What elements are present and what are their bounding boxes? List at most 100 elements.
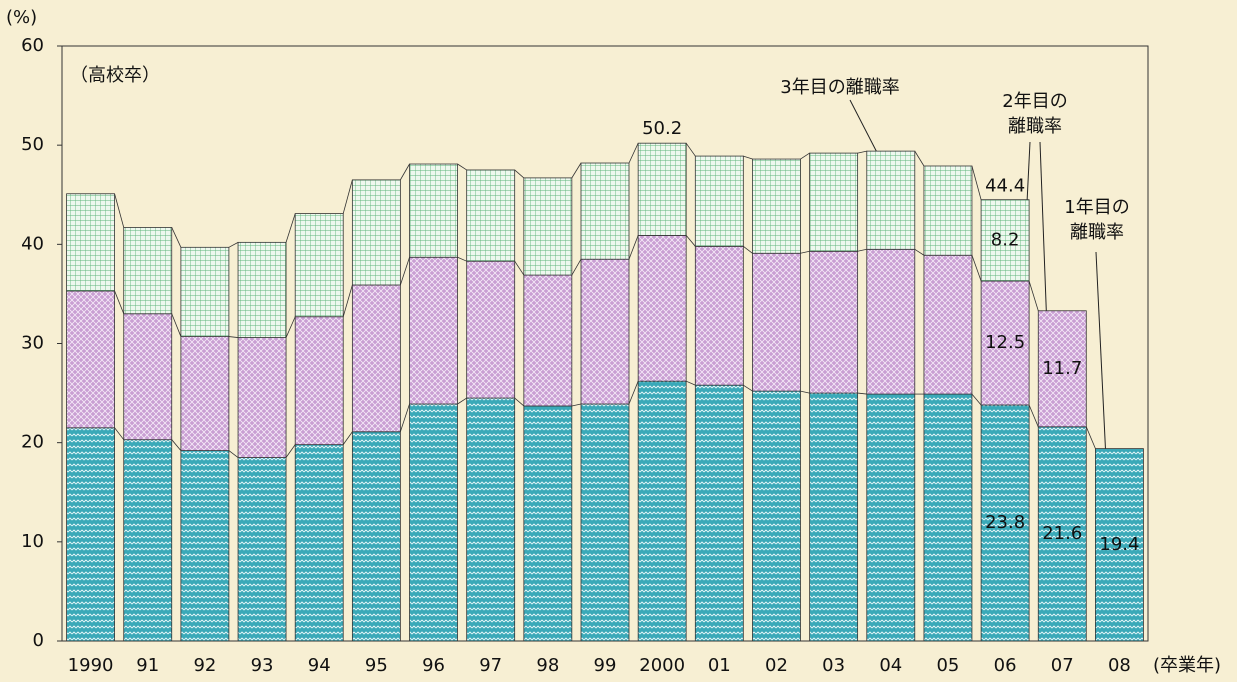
connector	[228, 241, 239, 248]
arrow	[1095, 251, 1110, 461]
connector	[685, 235, 696, 247]
y-unit: (%)	[6, 7, 37, 28]
connector	[685, 380, 696, 386]
data-label: 12.5	[985, 332, 1025, 353]
bar-segment	[694, 245, 744, 386]
bar-segment	[809, 152, 859, 252]
bar-segment	[180, 246, 230, 337]
bar-segment	[1095, 448, 1144, 642]
connector	[514, 397, 525, 407]
connector	[743, 155, 753, 160]
bar-segment	[637, 142, 687, 236]
connector	[628, 381, 639, 405]
y-tick-label: 10	[21, 531, 44, 552]
bar-segment	[1037, 426, 1087, 642]
subtitle: （高校卒）	[70, 65, 160, 86]
series-label: 1年目の離職率	[1064, 197, 1129, 243]
bar-segment	[237, 241, 287, 338]
x-tick-label: 08	[1108, 655, 1131, 676]
bar-segment	[637, 380, 687, 642]
bar-segment	[980, 280, 1030, 406]
connector	[571, 162, 582, 179]
bar-segment	[694, 155, 744, 247]
bar-segment	[752, 390, 801, 642]
connector	[914, 248, 925, 256]
bar-segment	[66, 290, 115, 429]
connector	[457, 256, 467, 262]
connector	[914, 150, 925, 167]
x-tick-label: 99	[594, 655, 617, 676]
x-tick-label: 05	[936, 655, 959, 676]
x-tick-label: 92	[193, 655, 216, 676]
bar-segment	[923, 393, 973, 642]
connector	[857, 392, 867, 395]
bar-segment	[580, 162, 630, 260]
connector	[114, 290, 125, 314]
x-tick-label: 94	[308, 655, 331, 676]
connector	[171, 439, 182, 451]
connector	[171, 227, 182, 248]
bar-segment	[523, 274, 573, 407]
bar-segment	[637, 235, 687, 382]
connector	[628, 143, 639, 164]
connector	[171, 313, 182, 337]
y-tick-label: 50	[21, 134, 44, 155]
bar-segment	[523, 405, 573, 642]
bar-segment	[180, 450, 230, 642]
bar-segment	[409, 256, 458, 405]
bar-segment	[866, 150, 916, 250]
connector	[514, 260, 525, 276]
total-label: 50.2	[642, 118, 682, 139]
connector	[457, 163, 467, 171]
bar-segment	[409, 163, 458, 258]
x-tick-label: 01	[708, 655, 731, 676]
x-tick-label: 98	[536, 655, 559, 676]
connector	[228, 450, 239, 458]
connector	[114, 427, 125, 440]
connector	[285, 316, 296, 338]
connector	[971, 393, 982, 406]
y-tick-label: 0	[33, 630, 44, 651]
y-tick-label: 20	[21, 432, 44, 453]
bar-segment	[980, 404, 1030, 642]
bar-segment	[66, 427, 115, 642]
connector	[399, 257, 410, 286]
bar-segment	[809, 392, 859, 642]
y-tick-label: 30	[21, 333, 44, 354]
series-label: 3年目の離職率	[780, 77, 899, 98]
y-tick-label: 60	[21, 35, 44, 56]
x-tick-label: 91	[136, 655, 159, 676]
bar-segment	[980, 199, 1030, 282]
connector	[800, 250, 810, 254]
x-tick-label: 04	[879, 655, 902, 676]
bar-segment	[351, 431, 401, 642]
connector	[971, 165, 982, 200]
bar-segment	[294, 213, 344, 318]
bar-segment	[752, 252, 801, 392]
x-tick-label: 97	[479, 655, 502, 676]
bar-segment	[237, 337, 287, 458]
connector	[1028, 280, 1039, 311]
x-unit: (卒業年)	[1153, 655, 1221, 676]
x-tick-label: 06	[994, 655, 1017, 676]
bar-segment	[866, 393, 916, 642]
bar-segment	[351, 179, 401, 286]
connector	[285, 213, 296, 243]
series-label: 2年目の離職率	[1002, 91, 1067, 137]
bar-segment	[123, 313, 173, 441]
x-tick-label: 95	[365, 655, 388, 676]
bar-segment	[752, 158, 801, 254]
y-tick-label: 40	[21, 233, 44, 254]
bar-segment	[523, 177, 573, 276]
bar-segment	[694, 384, 744, 642]
data-label: 11.7	[1042, 358, 1082, 379]
bar-segment	[809, 250, 859, 394]
bar-segment	[123, 227, 173, 315]
bar-segment	[580, 403, 630, 642]
data-label: 19.4	[1099, 534, 1139, 555]
bar-segment	[294, 444, 344, 642]
connector	[114, 193, 125, 228]
connector	[743, 245, 753, 254]
